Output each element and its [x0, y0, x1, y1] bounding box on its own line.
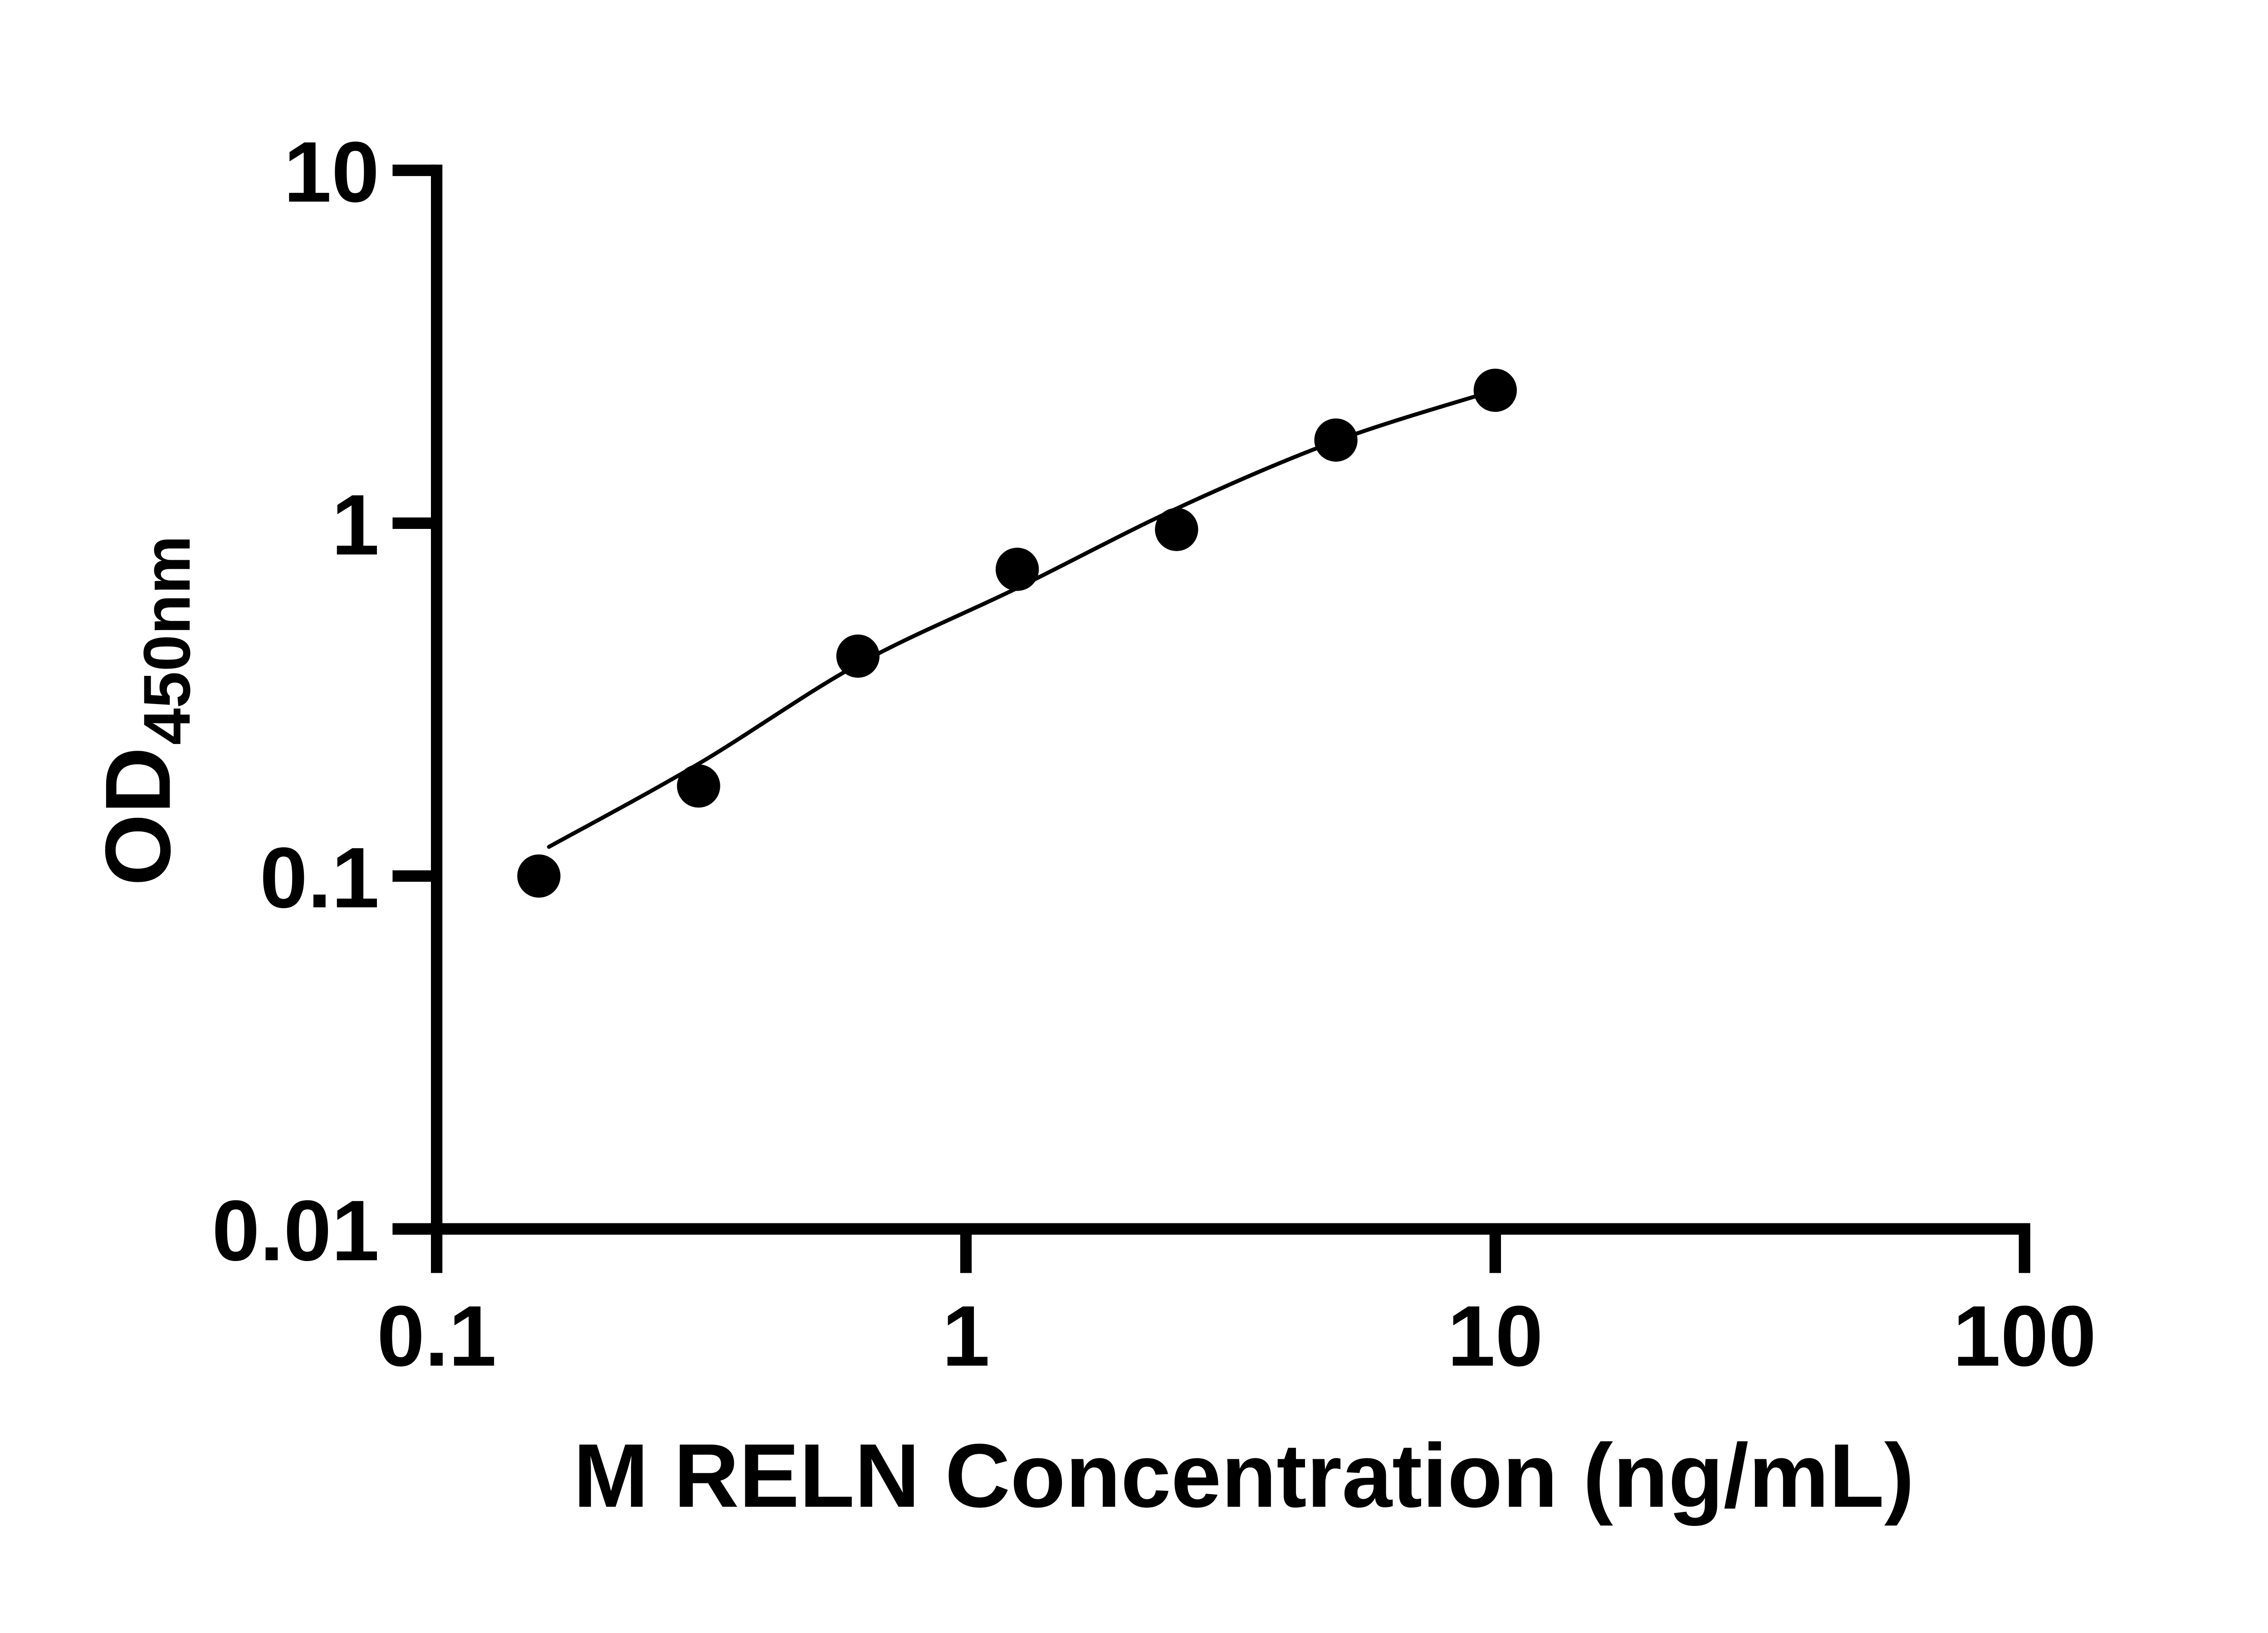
x-tick-label: 1 [942, 1288, 990, 1384]
data-point [1473, 368, 1517, 412]
x-tick-label: 10 [1447, 1288, 1543, 1384]
data-point [1155, 508, 1198, 551]
y-tick-label: 0.1 [260, 830, 380, 926]
data-point [995, 548, 1039, 591]
y-axis-title-sub: 450nm [130, 535, 204, 745]
x-tick-label: 0.1 [377, 1288, 497, 1384]
data-point [677, 764, 720, 808]
data-point [1314, 418, 1358, 462]
data-point [836, 634, 880, 678]
data-point-layer [517, 368, 1517, 898]
y-axis-title: OD 450nm [86, 535, 204, 886]
y-tick-label: 1 [332, 477, 379, 573]
data-point [517, 854, 561, 898]
y-tick-label: 0.01 [212, 1183, 379, 1279]
x-tick-label: 100 [1953, 1288, 2096, 1384]
y-axis-title-main: OD [86, 747, 190, 886]
y-tick-label: 10 [284, 124, 379, 220]
x-axis-title: M RELN Concentration (ng/mL) [573, 1426, 1914, 1526]
